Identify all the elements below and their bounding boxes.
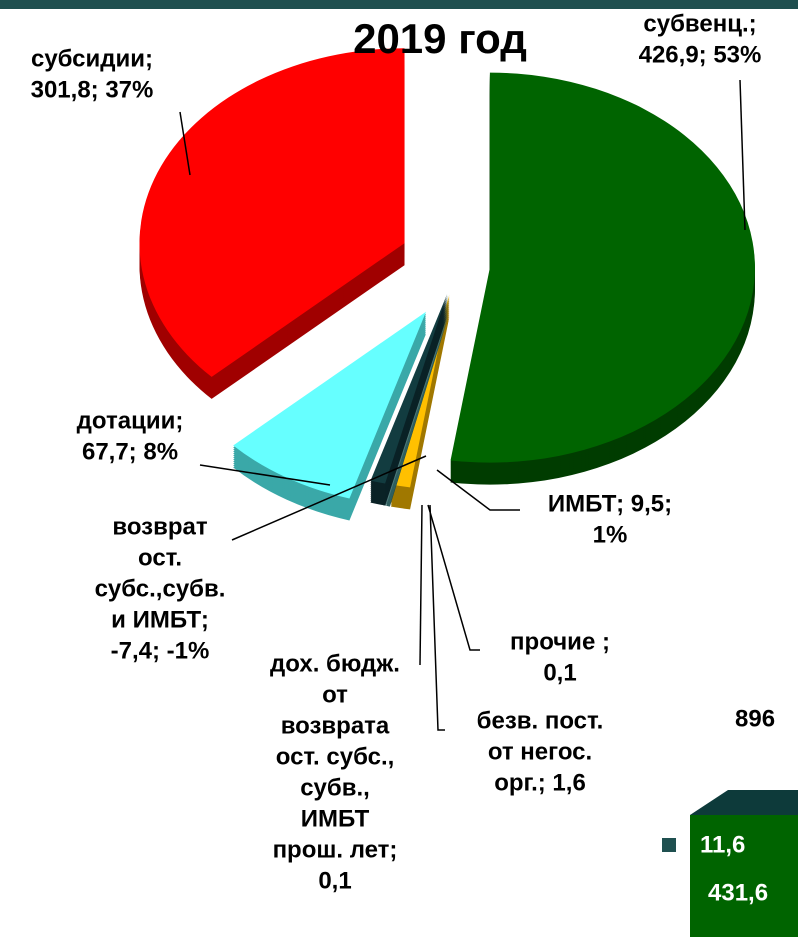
slice — [139, 48, 405, 377]
slice-label: прочие ; — [510, 628, 610, 655]
leader-line — [436, 469, 520, 511]
side-box-top — [690, 790, 798, 815]
leader-line — [199, 464, 331, 486]
slice-label: ИМБТ — [301, 805, 370, 832]
slice — [370, 293, 448, 484]
slice-label: ост. — [138, 544, 182, 571]
slice-label: 1% — [593, 521, 628, 548]
leader-line — [429, 504, 445, 731]
leader-line — [419, 504, 423, 666]
side-value: 11,6 — [700, 831, 745, 858]
slice-label: 67,7; 8% — [82, 438, 178, 465]
slice-label: дотации; — [77, 407, 184, 434]
slice-label: орг.; 1,6 — [494, 769, 586, 796]
legend-swatch — [662, 838, 676, 852]
slice-label: субс.,субв. — [95, 575, 226, 602]
slice-label: 0,1 — [543, 659, 576, 686]
slice-label: 301,8; 37% — [31, 76, 154, 103]
slice-label: субвенц.; — [643, 10, 756, 37]
top-bar — [0, 0, 798, 9]
slice-label: возврата — [281, 712, 390, 739]
slice-label: дох. бюдж. — [270, 650, 400, 677]
leader-line — [739, 79, 746, 231]
slice-label: и ИМБТ; — [111, 606, 209, 633]
side-box — [690, 815, 798, 937]
slice-label: субсидии; — [31, 45, 153, 72]
side-value: 431,6 — [708, 879, 768, 906]
slice-label: 426,9; 53% — [639, 41, 762, 68]
slice-label: ост. субс., — [276, 743, 395, 770]
slice-label: от — [322, 681, 348, 708]
slice-label: 0,1 — [318, 867, 351, 894]
slice-label: возврат — [112, 513, 207, 540]
slice-label: безв. пост. — [477, 707, 604, 734]
slice-label: субв., — [300, 774, 370, 801]
leader-line — [231, 455, 427, 541]
chart-title: 2019 год — [353, 15, 527, 62]
leader-line — [179, 111, 191, 176]
total-label: 896 — [735, 705, 775, 732]
slice-label: от негос. — [488, 738, 592, 765]
slice — [233, 311, 427, 499]
slice-label: прош. лет; — [273, 836, 398, 863]
slice-label: -7,4; -1% — [111, 637, 210, 664]
slice — [450, 72, 755, 463]
slice-label: ИМБТ; 9,5; — [548, 490, 672, 517]
leader-line — [427, 504, 480, 651]
